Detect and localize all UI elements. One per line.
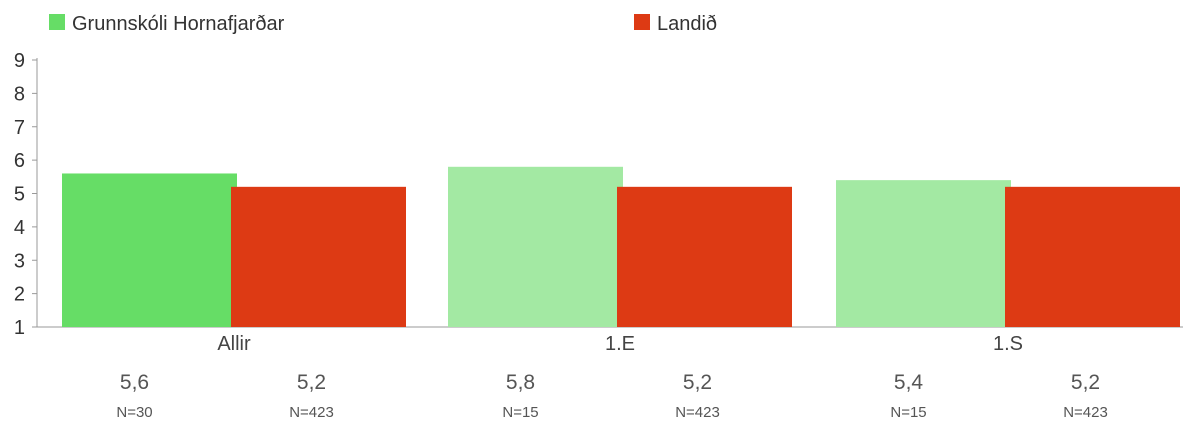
bar-value-label: 5,4 [894, 371, 924, 394]
y-tick-label: 7 [14, 117, 25, 139]
bar-value-labels: 5,6 5,2 N=30 N=423 5,8 5,2 N=15 N=423 5,4 5,2 N=15… [116, 371, 1107, 421]
y-axis: 1 2 3 4 5 6 7 8 9 [14, 50, 38, 339]
y-tick-label: 2 [14, 284, 25, 306]
x-category-label: 1.E [605, 333, 635, 355]
y-tick-label: 5 [14, 184, 25, 206]
bar-n-label: N=30 [116, 404, 152, 421]
y-tick-label: 9 [14, 50, 25, 72]
bar-n-label: N=423 [289, 404, 334, 421]
y-tick-label: 1 [14, 317, 25, 339]
bar-series-2 [1005, 186, 1180, 327]
bar-value-label: 5,2 [683, 371, 712, 394]
bar-series-1 [836, 180, 1011, 327]
bar-series-1 [448, 166, 623, 327]
y-tick-label: 6 [14, 150, 25, 172]
bar-value-label: 5,8 [506, 371, 535, 394]
bar-n-label: N=423 [1063, 404, 1108, 421]
bar-value-label: 5,2 [297, 371, 326, 394]
bar-series-1 [62, 173, 237, 327]
legend-swatch-series-2 [634, 14, 650, 30]
y-tick-label: 8 [14, 83, 25, 105]
x-category-label: Allir [217, 333, 251, 355]
bar-n-label: N=423 [675, 404, 720, 421]
bar-value-label: 5,2 [1071, 371, 1100, 394]
legend-label-series-1: Grunnskóli Hornafjarðar [72, 13, 285, 35]
legend-swatch-series-1 [49, 14, 65, 30]
x-category-label: 1.S [993, 333, 1023, 355]
bars [62, 166, 1180, 327]
legend: Grunnskóli Hornafjarðar Landið [49, 13, 717, 35]
bar-series-2 [617, 186, 792, 327]
y-tick-label: 4 [14, 217, 25, 239]
bar-series-2 [231, 186, 406, 327]
bar-n-label: N=15 [502, 404, 538, 421]
legend-label-series-2: Landið [657, 13, 717, 35]
y-tick-label: 3 [14, 250, 25, 272]
bar-n-label: N=15 [890, 404, 926, 421]
bar-value-label: 5,6 [120, 371, 149, 394]
x-axis: Allir 1.E 1.S [37, 326, 1183, 355]
